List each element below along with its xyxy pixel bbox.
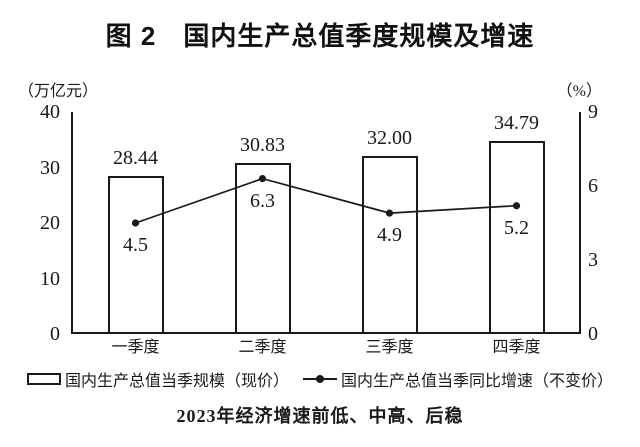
x-axis-category-label: 三季度 xyxy=(365,339,414,356)
growth-line-marker xyxy=(131,219,140,227)
line-point-label: 4.9 xyxy=(377,224,402,247)
growth-line-path xyxy=(135,177,517,224)
x-axis-category-label: 二季度 xyxy=(238,339,287,356)
x-axis-category-label: 一季度 xyxy=(111,339,160,356)
left-axis-tick-label: 10 xyxy=(40,267,60,290)
line-point-label: 5.2 xyxy=(504,216,529,239)
right-axis-tick-label: 3 xyxy=(588,249,598,271)
left-axis-unit-label: （万亿元） xyxy=(18,83,99,100)
line-point-label: 4.5 xyxy=(123,234,148,256)
legend-line-series-label: 国内生产总值当季同比增速（不变价） xyxy=(341,373,614,390)
bar-value-label: 28.44 xyxy=(113,147,158,170)
x-axis-category-label: 四季度 xyxy=(492,339,541,356)
gdp-bar xyxy=(234,162,291,334)
right-axis-line xyxy=(579,112,581,334)
bar-value-label: 34.79 xyxy=(494,111,539,134)
chart-title: 图 2 国内生产总值季度规模及增速 xyxy=(105,21,535,51)
figure-caption: 2023年经济增速前低、中高、后稳 xyxy=(176,406,464,426)
bar-value-label: 32.00 xyxy=(367,127,412,150)
left-axis-tick-label: 40 xyxy=(40,101,60,123)
growth-line-marker xyxy=(512,202,521,210)
bar-value-label: 30.83 xyxy=(240,133,285,156)
line-point-label: 6.3 xyxy=(250,189,275,212)
left-axis-tick-label: 30 xyxy=(40,156,60,179)
right-axis-unit-label: （%） xyxy=(556,83,602,100)
growth-line-marker xyxy=(385,209,394,217)
x-axis-line xyxy=(71,332,581,334)
legend-line-swatch-icon xyxy=(303,375,337,383)
growth-line-series xyxy=(131,175,521,227)
legend-bar-series-label: 国内生产总值当季规模（现价） xyxy=(64,373,289,390)
left-axis-tick-label: 0 xyxy=(50,323,60,345)
gdp-bar xyxy=(361,156,418,334)
right-axis-tick-label: 6 xyxy=(588,175,598,197)
growth-line-marker xyxy=(258,175,267,183)
left-axis-line xyxy=(71,112,73,334)
legend-line-dot-icon xyxy=(316,375,324,383)
gdp-bar xyxy=(488,140,545,334)
left-axis-tick-label: 20 xyxy=(40,212,60,234)
legend: 国内生产总值当季规模（现价） 国内生产总值当季同比增速（不变价） xyxy=(0,367,640,391)
legend-item-bar: 国内生产总值当季规模（现价） xyxy=(26,367,289,391)
legend-bar-swatch-icon xyxy=(26,373,61,385)
legend-item-line: 国内生产总值当季同比增速（不变价） xyxy=(303,367,613,391)
right-axis-tick-label: 0 xyxy=(588,323,598,345)
gdp-bar xyxy=(107,176,164,334)
right-axis-tick-label: 9 xyxy=(588,101,598,123)
